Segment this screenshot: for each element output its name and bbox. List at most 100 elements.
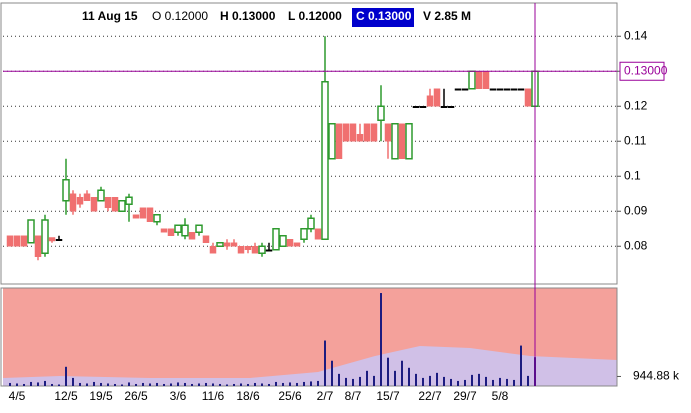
- volume-bar: [261, 383, 263, 386]
- volume-bar: [198, 383, 200, 386]
- candle-body: [405, 123, 413, 160]
- candle-body: [195, 224, 203, 233]
- volume-bar: [79, 382, 81, 386]
- candle-body: [461, 88, 469, 91]
- x-tick-label: 29/7: [453, 389, 477, 403]
- candle-body: [34, 235, 42, 257]
- volume-bar: [436, 372, 438, 386]
- volume-bar: [485, 376, 487, 386]
- candle-body: [20, 235, 28, 247]
- volume-bar: [86, 383, 88, 386]
- volume-bar: [296, 382, 298, 386]
- candle-body: [41, 219, 49, 254]
- volume-bar: [380, 293, 382, 386]
- candle-body: [90, 197, 98, 212]
- volume-bar: [331, 360, 333, 386]
- volume-bar: [205, 382, 207, 386]
- candle-body: [202, 235, 210, 243]
- volume-bar: [345, 377, 347, 386]
- candle-body: [391, 123, 399, 160]
- candle-body: [125, 196, 133, 205]
- volume-bar: [107, 383, 109, 386]
- volume-bar: [184, 382, 186, 386]
- volume-bar: [51, 383, 53, 386]
- volume-bar: [471, 374, 473, 386]
- candle-body: [160, 228, 168, 233]
- candle-body: [146, 207, 154, 222]
- candle-body: [426, 95, 434, 107]
- volume-bar: [310, 381, 312, 386]
- candle-body: [454, 88, 462, 91]
- candle-body: [118, 200, 126, 212]
- volume-bar: [506, 378, 508, 386]
- volume-bar: [387, 357, 389, 386]
- volume-bar: [219, 383, 221, 386]
- candle-body: [244, 246, 252, 250]
- candle-body: [223, 242, 231, 247]
- volume-bar: [135, 383, 137, 386]
- y-tick-label: 0.14: [624, 28, 648, 42]
- volume-bar: [170, 383, 172, 386]
- candle-body: [174, 224, 182, 233]
- candle-body: [48, 237, 56, 242]
- y-tick-label: 0.1: [624, 168, 641, 182]
- volume-bar: [359, 376, 361, 386]
- x-tick-label: 11/6: [202, 389, 225, 403]
- volume-bar: [366, 370, 368, 386]
- x-tick-label: 8/7: [345, 389, 362, 403]
- candle-body: [328, 123, 336, 160]
- header-close: C 0.13000: [356, 9, 412, 23]
- candle-body: [153, 214, 161, 223]
- candle-body: [111, 197, 119, 212]
- volume-bar: [513, 379, 515, 386]
- volume-bar: [58, 384, 60, 386]
- volume-bar: [373, 375, 375, 386]
- header-open: O 0.12000: [152, 9, 208, 23]
- volume-bar: [268, 383, 270, 386]
- candle-body: [251, 246, 259, 254]
- candle-body: [209, 246, 217, 254]
- volume-bar: [233, 383, 235, 386]
- volume-bar: [527, 375, 529, 386]
- y-tick-label: 0.12: [624, 98, 648, 112]
- cursor-label: 0.13000: [624, 63, 668, 77]
- candle-body: [496, 88, 504, 91]
- x-tick-label: 18/6: [236, 389, 260, 403]
- candle-body: [412, 106, 420, 108]
- candle-body: [97, 189, 105, 202]
- volume-bar: [324, 340, 326, 386]
- volume-bar: [401, 360, 403, 386]
- candle-body: [482, 71, 490, 89]
- candle-body: [356, 134, 364, 142]
- volume-bar: [289, 382, 291, 386]
- candle-body: [384, 123, 392, 142]
- volume-bar: [128, 382, 130, 386]
- volume-bar: [317, 380, 319, 386]
- header-high: H 0.13000: [220, 9, 276, 23]
- candle-body: [104, 197, 112, 208]
- volume-bar: [72, 377, 74, 386]
- volume-bar: [303, 381, 305, 386]
- candle-body: [489, 88, 497, 91]
- x-tick-label: 25/6: [278, 389, 302, 403]
- volume-bar: [394, 370, 396, 386]
- y-tick-label: 0.11: [624, 133, 647, 147]
- candle-body: [139, 207, 147, 219]
- candle-body: [300, 228, 308, 240]
- volume-bar: [100, 382, 102, 386]
- volume-bar: [450, 378, 452, 386]
- volume-bar: [16, 383, 18, 386]
- volume-bar: [282, 382, 284, 386]
- volume-bar: [247, 383, 249, 386]
- candle-body: [13, 235, 21, 247]
- candle-body: [419, 106, 427, 108]
- candle-body: [279, 235, 287, 247]
- candle-body: [398, 123, 406, 159]
- volume-bar: [156, 382, 158, 386]
- volume-panel-frame: [0, 287, 618, 387]
- volume-bar: [212, 383, 214, 386]
- volume-bar: [37, 382, 39, 386]
- candle-body: [6, 235, 14, 247]
- volume-bar: [422, 377, 424, 386]
- candle-body: [335, 123, 343, 159]
